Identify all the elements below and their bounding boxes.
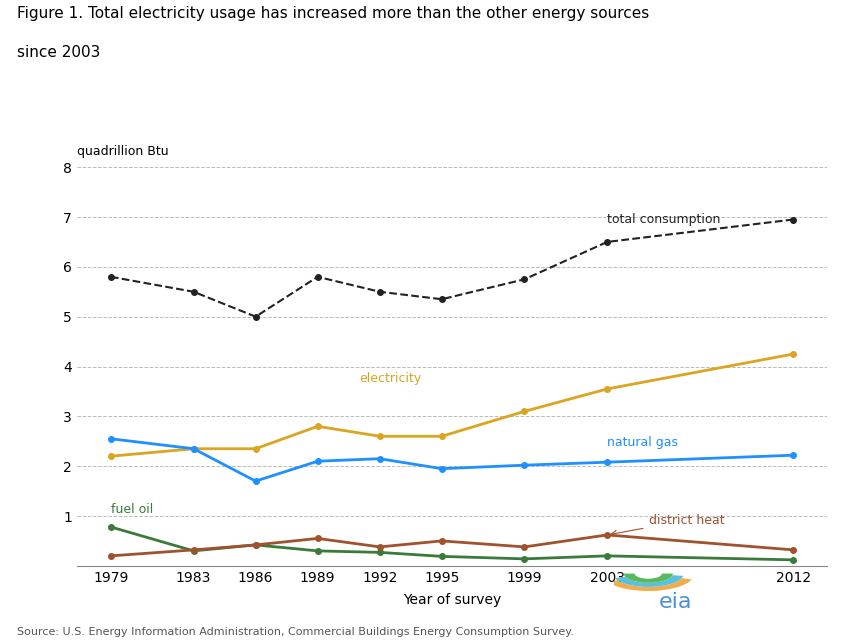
Text: electricity: electricity <box>359 372 421 385</box>
Text: natural gas: natural gas <box>607 436 677 449</box>
Text: district heat: district heat <box>610 514 723 536</box>
Text: Figure 1. Total electricity usage has increased more than the other energy sourc: Figure 1. Total electricity usage has in… <box>17 6 648 21</box>
Text: since 2003: since 2003 <box>17 45 101 60</box>
Text: eia: eia <box>658 592 692 612</box>
Wedge shape <box>614 575 682 587</box>
Text: total consumption: total consumption <box>607 213 720 226</box>
Wedge shape <box>607 578 691 591</box>
Text: Source: U.S. Energy Information Administration, Commercial Buildings Energy Cons: Source: U.S. Energy Information Administ… <box>17 626 573 637</box>
Wedge shape <box>623 574 672 583</box>
X-axis label: Year of survey: Year of survey <box>402 593 501 607</box>
Text: fuel oil: fuel oil <box>111 503 153 516</box>
Text: quadrillion Btu: quadrillion Btu <box>77 145 168 158</box>
